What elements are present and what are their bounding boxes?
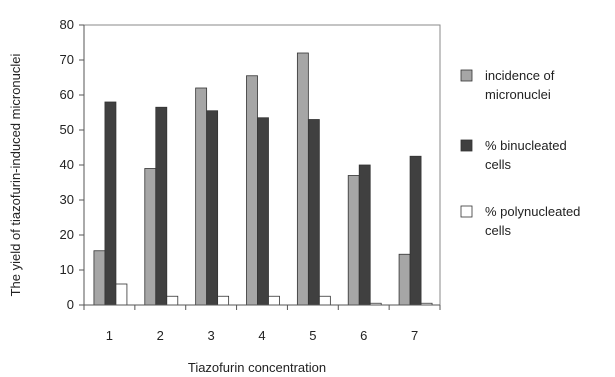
bar--polynucleated-cells <box>268 295 280 306</box>
legend-label: % binucleated <box>485 138 567 153</box>
y-axis: 0 10 20 30 40 50 60 70 80 <box>60 17 85 312</box>
bar--binucleated-cells <box>155 106 168 306</box>
y-tick-label: 70 <box>60 52 74 67</box>
y-tick-label: 60 <box>60 87 74 102</box>
x-axis: 1 2 3 4 5 6 7 <box>83 304 441 343</box>
y-tick-label: 20 <box>60 227 74 242</box>
legend-swatch <box>460 69 473 82</box>
bar-incidence-of-micronuclei <box>93 250 106 306</box>
bar-incidence-of-micronuclei <box>296 52 309 306</box>
bar-incidence-of-micronuclei <box>246 75 258 306</box>
legend-label: incidence of <box>485 68 555 83</box>
bar-incidence-of-micronuclei <box>144 168 157 306</box>
legend-label: cells <box>485 223 512 238</box>
legend-label: micronuclei <box>485 87 551 102</box>
x-axis-title: Tiazofurin concentration <box>188 360 326 375</box>
bar--polynucleated-cells <box>217 295 230 306</box>
bar--binucleated-cells <box>206 110 219 306</box>
x-tick-label: 1 <box>106 328 113 343</box>
y-tick-label: 0 <box>67 297 74 312</box>
bar--binucleated-cells <box>307 119 320 306</box>
bar--polynucleated-cells <box>166 295 179 306</box>
bar-incidence-of-micronuclei <box>347 175 360 306</box>
legend-label: cells <box>485 157 512 172</box>
x-tick-label: 2 <box>157 328 164 343</box>
bar--binucleated-cells <box>358 164 371 306</box>
x-tick-label: 6 <box>360 328 367 343</box>
legend: incidence of micronuclei % binucleated cell… <box>460 68 580 238</box>
legend-swatch <box>460 139 473 152</box>
bar-incidence-of-micronuclei <box>195 87 208 306</box>
y-axis-title: The yield of tiazofurin-induced micronuc… <box>8 54 23 297</box>
legend-swatch <box>460 205 473 218</box>
x-tick-label: 5 <box>309 328 316 343</box>
bar--binucleated-cells <box>409 155 422 306</box>
bars <box>93 52 433 306</box>
bar-incidence-of-micronuclei <box>398 253 411 306</box>
x-tick-label: 4 <box>258 328 265 343</box>
y-tick-label: 10 <box>60 262 74 277</box>
x-tick-label: 7 <box>411 328 418 343</box>
legend-label: % polynucleated <box>485 204 580 219</box>
bar--binucleated-cells <box>257 117 269 306</box>
bar--polynucleated-cells <box>115 283 128 306</box>
bar--polynucleated-cells <box>318 295 331 306</box>
y-tick-label: 30 <box>60 192 74 207</box>
y-tick-label: 80 <box>60 17 74 32</box>
x-tick-label: 3 <box>208 328 215 343</box>
y-tick-label: 50 <box>60 122 74 137</box>
bar--binucleated-cells <box>104 101 117 306</box>
y-tick-label: 40 <box>60 157 74 172</box>
